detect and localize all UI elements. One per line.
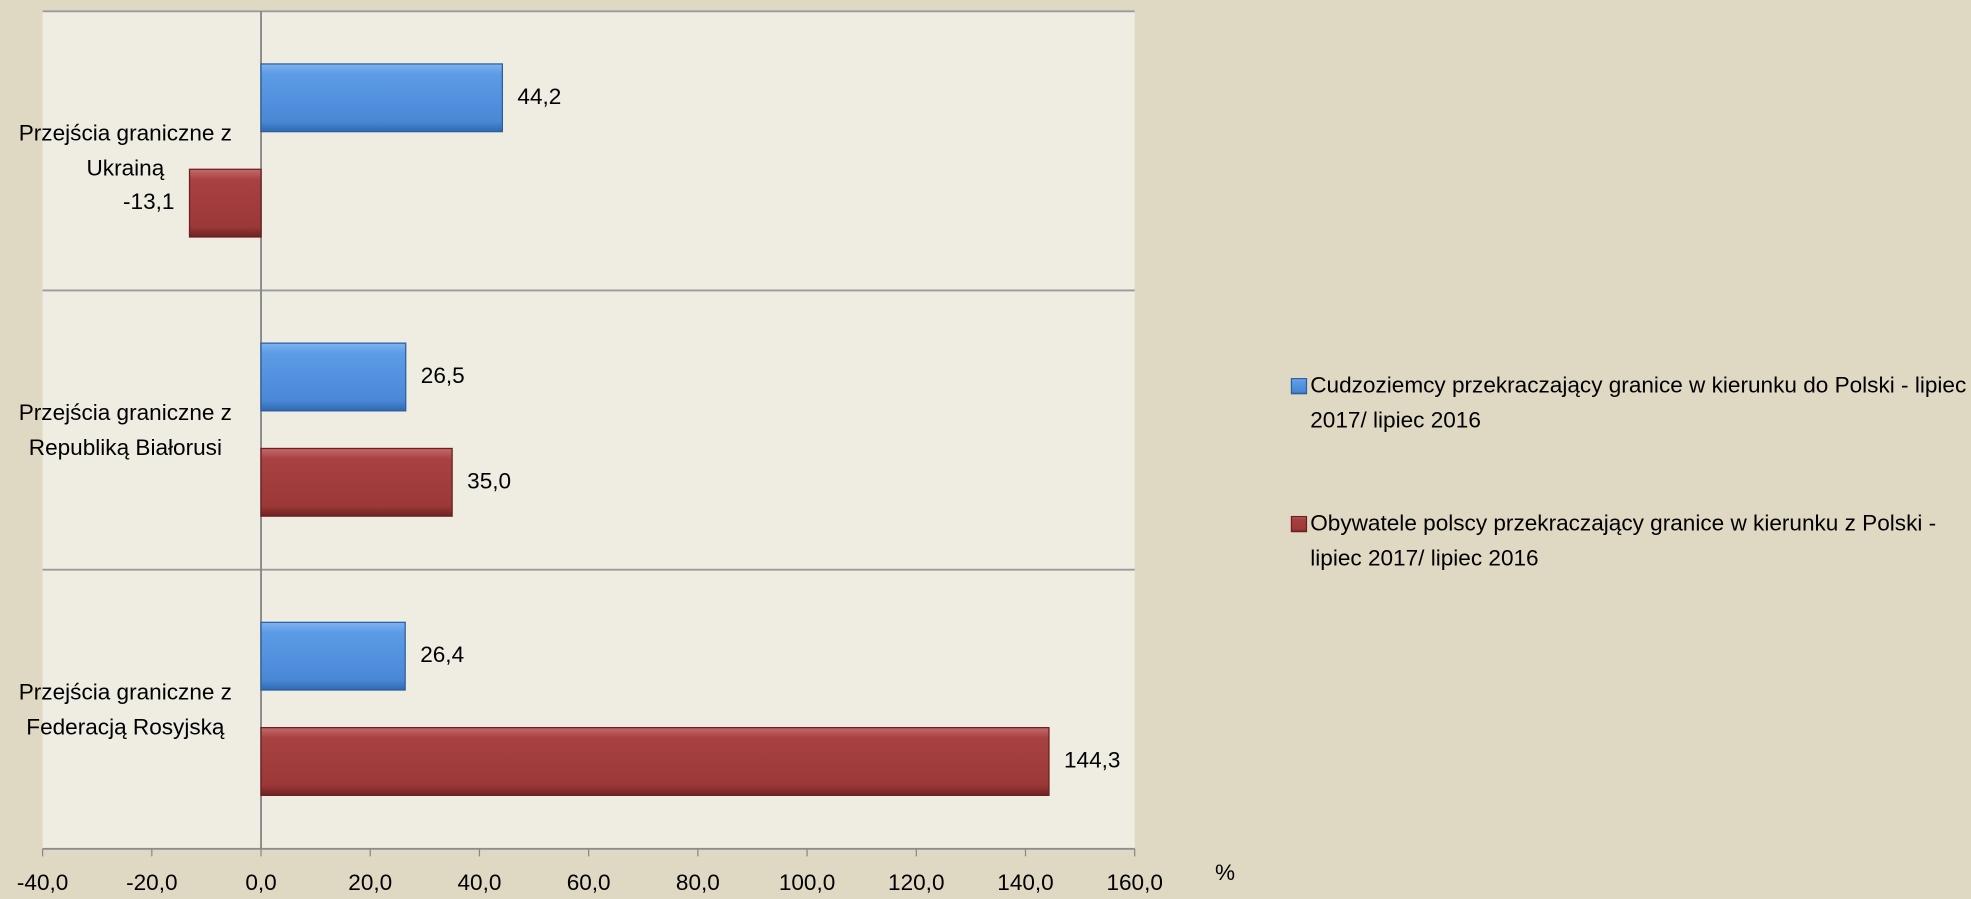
legend-marker: [1290, 378, 1308, 395]
data-label: 26,4: [420, 642, 464, 667]
plot-area: [42, 11, 1135, 849]
y-tick-label: Przejścia graniczne z Ukrainą: [18, 120, 232, 181]
legend-marker: [1290, 515, 1308, 533]
legend-label-box: Obywatele polscy przekraczający granice …: [1310, 510, 1937, 571]
bar: [260, 63, 504, 133]
x-tick-label: 100,0: [779, 870, 835, 895]
x-tick-label: 160,0: [1106, 870, 1162, 895]
x-tick-label: 80,0: [676, 870, 720, 895]
x-tick-label: -20,0: [126, 870, 177, 895]
bar: [260, 727, 1050, 796]
x-tick-label: 40,0: [458, 870, 502, 895]
y-tick-label: Przejścia graniczne z Republiką Białorus…: [18, 399, 232, 461]
y-tick-label: Przejścia graniczne z Federacją Rosyjską: [18, 679, 232, 740]
data-label: -13,1: [123, 189, 174, 214]
x-tick-label: 140,0: [997, 870, 1053, 895]
data-label: 44,2: [517, 84, 561, 109]
legend-label: Obywatele polscy przekraczający granice …: [1310, 510, 1937, 571]
bar: [260, 342, 407, 412]
data-label: 144,3: [1064, 747, 1120, 772]
x-tick-label: 60,0: [567, 870, 611, 895]
y-tick-label-box: Przejścia graniczne z Federacją Rosyjską: [18, 679, 232, 740]
legend-label-box: Cudzoziemcy przekraczający granice w kie…: [1310, 372, 1967, 433]
x-tick-label: 0,0: [245, 870, 276, 895]
x-tick-label: 120,0: [888, 870, 944, 895]
x-tick-label: -40,0: [17, 870, 68, 895]
x-tick-label: 20,0: [348, 870, 392, 895]
y-tick-label-box: Przejścia graniczne z Republiką Białorus…: [18, 399, 232, 461]
bar: [260, 447, 453, 517]
bar: [260, 621, 406, 691]
x-axis-label: %: [1215, 860, 1235, 885]
y-tick-label-box: Przejścia graniczne z Ukrainą: [18, 120, 232, 181]
legend-label: Cudzoziemcy przekraczający granice w kie…: [1310, 372, 1967, 433]
bar: [188, 168, 262, 238]
data-label: 26,5: [421, 363, 465, 388]
data-label: 35,0: [467, 468, 511, 493]
